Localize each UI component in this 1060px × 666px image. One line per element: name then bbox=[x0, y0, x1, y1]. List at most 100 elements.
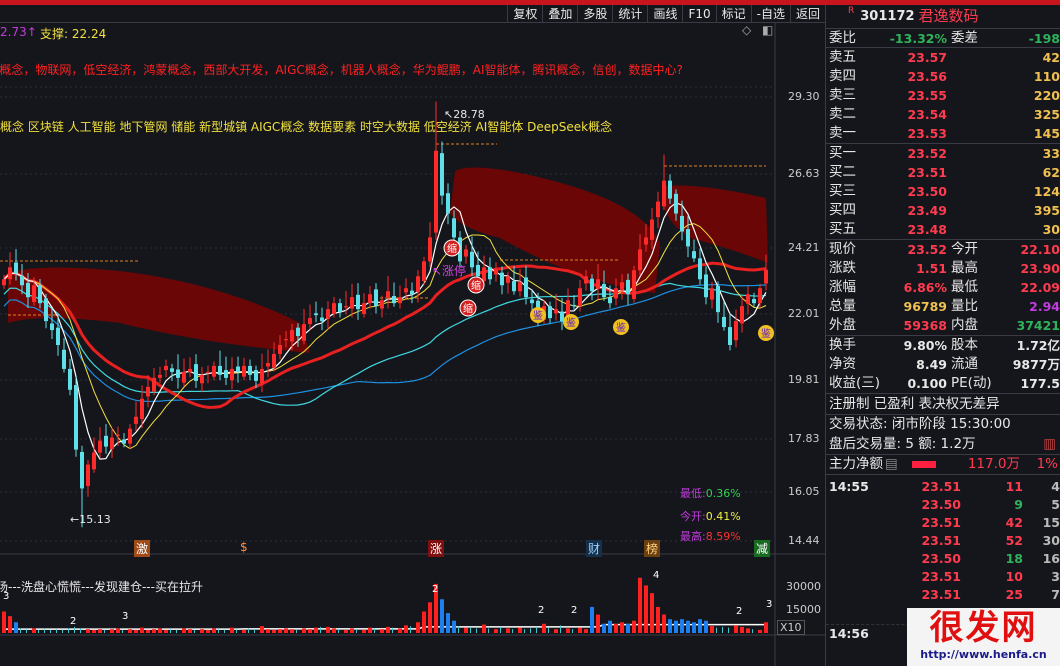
candle-body bbox=[512, 281, 516, 292]
fund-value: 9877万 bbox=[1012, 357, 1060, 372]
marker-finance[interactable]: 财 bbox=[586, 540, 603, 557]
volume-bar bbox=[50, 629, 51, 633]
volume-bar bbox=[218, 629, 219, 633]
multi-stock-button[interactable]: 多股 bbox=[577, 5, 612, 22]
panel-toggle-icon[interactable]: ◧ bbox=[762, 23, 774, 37]
candle-body bbox=[152, 377, 156, 392]
overlay-button[interactable]: 叠加 bbox=[542, 5, 577, 22]
fundamentals-list: 换手 9.80% 股本 1.72亿 净资 8.49 流通 9877万 收益(三) 0.100 PE(… bbox=[826, 335, 1060, 393]
marker-surge[interactable]: 激 bbox=[134, 540, 151, 557]
f10-button[interactable]: F10 bbox=[682, 5, 715, 22]
volume-bar bbox=[170, 629, 171, 633]
bid-volume: 30 bbox=[1042, 222, 1060, 237]
ask-row: 卖二 23.54 325 bbox=[826, 105, 1060, 124]
candle-body bbox=[692, 251, 696, 259]
marker-dollar[interactable]: $ bbox=[240, 540, 248, 554]
volume-bar bbox=[14, 622, 18, 633]
list-icon[interactable]: ▤ bbox=[885, 456, 898, 472]
main-net-pct: 1% bbox=[1036, 456, 1058, 472]
fund-row: 换手 9.80% 股本 1.72亿 bbox=[826, 336, 1060, 355]
draw-line-button[interactable]: 画线 bbox=[647, 5, 682, 22]
statistics-button[interactable]: 统计 bbox=[612, 5, 647, 22]
volume-bar bbox=[194, 629, 195, 633]
candle-body bbox=[734, 321, 738, 341]
concepts-red: l概念，物联网，低空经济，鸿蒙概念，西部大开发，AIGC概念，机器人概念，华为鲲… bbox=[0, 63, 683, 77]
signal-buy-text: 鉴 bbox=[616, 321, 626, 334]
marker-reduce[interactable]: 减 bbox=[754, 540, 771, 557]
candle-body bbox=[110, 437, 114, 449]
main-net-value: 117.0万 bbox=[967, 456, 1020, 472]
candle-body bbox=[350, 297, 354, 309]
volume-bar bbox=[698, 619, 702, 633]
order-diff-label: 委差 bbox=[951, 29, 978, 46]
bid-price: 23.48 bbox=[907, 222, 947, 237]
candle-body bbox=[632, 270, 636, 299]
candle-body bbox=[50, 323, 54, 331]
volume-bar bbox=[140, 627, 144, 633]
quote-label: 量比 bbox=[951, 298, 978, 314]
volume-bar bbox=[44, 629, 45, 633]
volume-bar bbox=[122, 629, 123, 633]
quote-label: 涨幅 bbox=[829, 279, 856, 295]
ask-label: 卖四 bbox=[829, 68, 856, 84]
kline-chart[interactable]: 缩缩缩鉴鉴鉴鉴 ↖涨停 3 3 2 2 2 2 4 2 3 2.73↑ 支撑: 22.24 l概念，… bbox=[0, 23, 825, 666]
mark-button[interactable]: 标记 bbox=[715, 5, 751, 22]
volume-bar bbox=[482, 624, 486, 633]
candle-body bbox=[422, 261, 426, 282]
tick-count: 4 bbox=[1051, 479, 1060, 494]
candle-body bbox=[356, 294, 360, 310]
tick-list[interactable]: 14:55 23.51 11 4 23.50 9 5 23.51 42 15 23.51 52 30 23… bbox=[826, 474, 1060, 642]
candle-body bbox=[410, 290, 414, 295]
signal-buy-icon bbox=[530, 307, 546, 323]
ask-volume: 145 bbox=[1033, 126, 1060, 141]
volume-bar bbox=[716, 627, 717, 633]
volume-bar bbox=[578, 627, 582, 633]
marker-rise[interactable]: 涨 bbox=[428, 540, 445, 557]
volume-bar bbox=[674, 620, 678, 633]
volume-bar bbox=[212, 628, 216, 633]
diamond-icon[interactable]: ◇ bbox=[742, 23, 752, 37]
candle-body bbox=[266, 362, 270, 367]
ask-price: 23.54 bbox=[907, 107, 947, 122]
volume-scale-label[interactable]: X10 bbox=[777, 620, 805, 635]
bid-price: 23.49 bbox=[907, 203, 947, 218]
back-button[interactable]: 返回 bbox=[789, 5, 825, 22]
chart-icon[interactable]: ▥ bbox=[1043, 435, 1056, 452]
candle-body bbox=[314, 313, 318, 316]
candle-body bbox=[518, 282, 522, 292]
stat-high-label: 最高: bbox=[680, 530, 706, 543]
marker-list[interactable]: 榜 bbox=[644, 540, 661, 557]
candle-body bbox=[236, 366, 240, 372]
signal-shrink-icon bbox=[443, 239, 461, 257]
volume-bar bbox=[728, 627, 729, 633]
candle-body bbox=[584, 276, 588, 284]
volume-bar bbox=[548, 627, 549, 633]
volume-bar bbox=[200, 629, 204, 633]
candle-body bbox=[500, 272, 504, 286]
tick-time bbox=[826, 586, 901, 604]
quote-label: 现价 bbox=[829, 241, 856, 257]
stat-open-label: 今开: bbox=[680, 510, 706, 523]
bid-label: 买二 bbox=[829, 164, 856, 180]
quote-value: 23.90 bbox=[1020, 261, 1060, 276]
tick-row: 23.51 10 3 bbox=[826, 568, 1060, 586]
bid-list: 买一 23.52 33 买二 23.51 62 买三 23.50 124 买四 23.49 395 买五… bbox=[826, 143, 1060, 239]
stock-tags: 注册制 已盈利 表决权无差异 bbox=[829, 395, 1000, 412]
candle-body bbox=[284, 339, 288, 341]
restore-rights-button[interactable]: 复权 bbox=[507, 5, 542, 22]
volume-bar bbox=[104, 629, 105, 633]
volume-axis-label: 30000 bbox=[786, 580, 821, 593]
candle-body bbox=[434, 150, 438, 233]
candle-body bbox=[242, 365, 246, 377]
order-ratio-value: -13.32% bbox=[889, 30, 947, 46]
tick-price: 23.51 bbox=[921, 569, 961, 584]
candle-body bbox=[674, 193, 678, 214]
volume-bar bbox=[2, 611, 6, 633]
price-axis-label: 17.83 bbox=[788, 432, 820, 445]
candle-body bbox=[230, 368, 234, 381]
tick-row: 23.51 25 7 bbox=[826, 586, 1060, 604]
remove-watchlist-button[interactable]: -自选 bbox=[750, 5, 790, 22]
volume-bar bbox=[458, 626, 459, 633]
candle-body bbox=[380, 300, 384, 309]
tick-price: 23.50 bbox=[921, 551, 961, 566]
